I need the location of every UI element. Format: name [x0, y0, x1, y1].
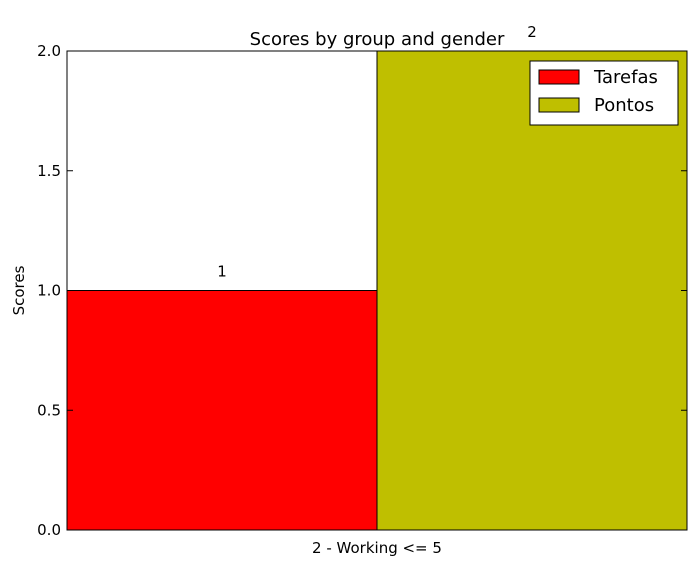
bar-value-labels: 12	[217, 23, 537, 281]
legend-label-pontos: Pontos	[594, 95, 654, 116]
legend-label-tarefas: Tarefas	[593, 67, 658, 88]
y-tick-label: 0.0	[37, 521, 61, 539]
legend-items: Tarefas Pontos	[538, 67, 658, 116]
legend-swatch-pontos	[538, 97, 580, 113]
y-tick-label: 2.0	[37, 42, 61, 60]
y-axis-label: Scores	[10, 265, 28, 315]
y-tick-label: 0.5	[37, 401, 61, 419]
bar-pontos-0	[376, 50, 688, 531]
axis-ticks: 0.0 0.5 1.0 1.5 2.0	[37, 42, 687, 539]
bar-value-label: 1	[217, 263, 227, 281]
x-tick-labels: 2 - Working <= 5	[312, 539, 442, 557]
y-tick-label: 1.0	[37, 282, 61, 300]
bar-tarefas-0	[66, 290, 378, 531]
bars-layer	[66, 50, 688, 531]
x-tick-label: 2 - Working <= 5	[312, 539, 442, 557]
legend-swatch-tarefas	[538, 69, 580, 85]
legend: Tarefas Pontos	[529, 60, 679, 126]
chart-title: Scores by group and gender	[250, 29, 505, 50]
bar-value-label: 2	[527, 23, 537, 41]
y-tick-label: 1.5	[37, 162, 61, 180]
